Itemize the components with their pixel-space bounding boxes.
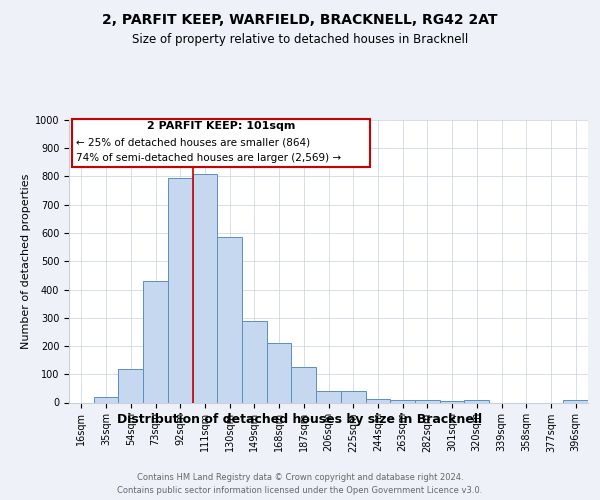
- Text: 2 PARFIT KEEP: 101sqm: 2 PARFIT KEEP: 101sqm: [146, 121, 295, 131]
- Bar: [316, 391, 341, 402]
- Bar: [440, 401, 464, 402]
- Bar: [193, 174, 217, 402]
- Bar: [217, 237, 242, 402]
- Y-axis label: Number of detached properties: Number of detached properties: [20, 174, 31, 349]
- Bar: [267, 343, 292, 402]
- Bar: [365, 399, 390, 402]
- Text: Contains HM Land Registry data © Crown copyright and database right 2024.: Contains HM Land Registry data © Crown c…: [137, 472, 463, 482]
- Bar: [292, 367, 316, 402]
- Bar: [118, 368, 143, 402]
- Bar: [143, 281, 168, 402]
- Bar: [94, 398, 118, 402]
- Text: 2, PARFIT KEEP, WARFIELD, BRACKNELL, RG42 2AT: 2, PARFIT KEEP, WARFIELD, BRACKNELL, RG4…: [102, 12, 498, 26]
- Bar: [242, 320, 267, 402]
- Bar: [464, 400, 489, 402]
- Bar: [341, 391, 365, 402]
- Bar: [563, 400, 588, 402]
- Bar: [168, 178, 193, 402]
- Text: 74% of semi-detached houses are larger (2,569) →: 74% of semi-detached houses are larger (…: [76, 152, 341, 162]
- Bar: [415, 400, 440, 402]
- Text: Distribution of detached houses by size in Bracknell: Distribution of detached houses by size …: [118, 412, 482, 426]
- Text: Contains public sector information licensed under the Open Government Licence v3: Contains public sector information licen…: [118, 486, 482, 495]
- Bar: [390, 400, 415, 402]
- Text: ← 25% of detached houses are smaller (864): ← 25% of detached houses are smaller (86…: [76, 138, 311, 147]
- Text: Size of property relative to detached houses in Bracknell: Size of property relative to detached ho…: [132, 32, 468, 46]
